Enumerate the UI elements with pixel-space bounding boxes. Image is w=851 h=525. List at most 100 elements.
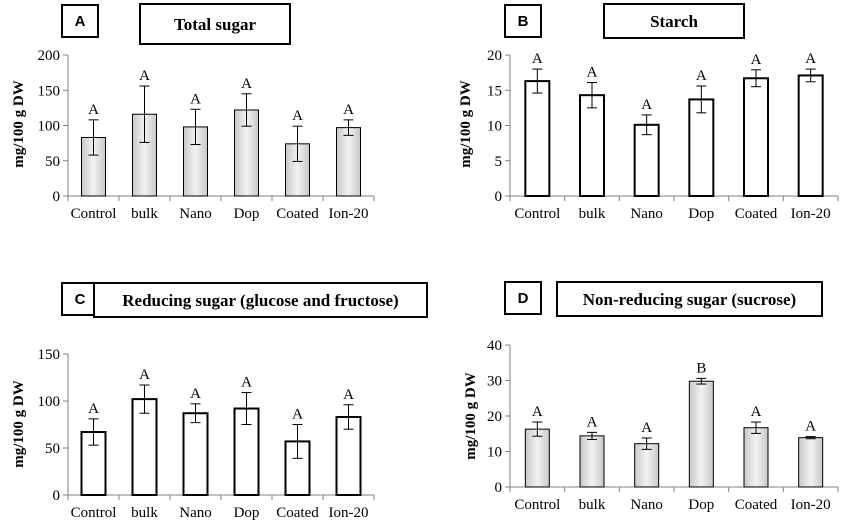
y-tick-label: 15 (487, 83, 502, 99)
significance-label: A (292, 407, 303, 423)
bar-nano (182, 412, 209, 496)
y-tick-label: 20 (487, 48, 502, 64)
chart-title: Non-reducing sugar (sucrose) (583, 290, 796, 309)
significance-label: A (190, 386, 201, 402)
significance-label: A (805, 51, 816, 67)
bar-nano (183, 126, 208, 197)
x-tick-label: Control (71, 206, 117, 222)
x-tick-label: Ion-20 (791, 206, 831, 222)
x-tick-label: Ion-20 (329, 206, 369, 222)
bar-dop (688, 380, 714, 488)
bar-control (524, 80, 551, 197)
chart-title: Reducing sugar (glucose and fructose) (122, 291, 398, 310)
x-tick-label: Control (514, 497, 560, 513)
bar-nano (633, 123, 660, 197)
chart-title-box (603, 3, 745, 39)
significance-label: A (532, 404, 543, 420)
panel-letter: B (518, 13, 529, 30)
x-tick-label: bulk (131, 206, 158, 222)
y-tick-label: 10 (487, 119, 502, 135)
chart-title: Starch (650, 12, 698, 31)
y-axis-label: mg/100 g DW (11, 380, 27, 468)
significance-label: A (751, 52, 762, 68)
significance-label: A (139, 367, 150, 383)
y-tick-label: 30 (487, 374, 502, 390)
y-tick-label: 10 (487, 445, 502, 461)
bar-nano (634, 443, 660, 488)
significance-label: A (587, 64, 598, 80)
y-tick-label: 100 (38, 119, 61, 135)
x-tick-label: Control (71, 505, 117, 521)
x-tick-label: Nano (179, 505, 212, 521)
significance-label: A (88, 401, 99, 417)
significance-label: A (587, 414, 598, 430)
x-tick-label: Dop (234, 505, 260, 521)
panel-letter: D (518, 290, 529, 307)
significance-label: A (88, 102, 99, 118)
x-tick-label: bulk (579, 497, 606, 513)
significance-label: A (190, 91, 201, 107)
bar-bulk (579, 94, 605, 197)
bar-ion-20 (798, 437, 824, 488)
panel-letter-box (504, 4, 542, 38)
x-tick-label: Ion-20 (329, 505, 369, 521)
panel-letter-box (504, 281, 542, 315)
y-tick-label: 0 (53, 488, 61, 504)
y-tick-label: 50 (45, 154, 60, 170)
bar-coated (743, 427, 769, 488)
significance-label: A (139, 68, 150, 84)
chart-title: Total sugar (174, 15, 256, 34)
panel-letter: C (75, 291, 86, 308)
y-tick-label: 150 (38, 83, 61, 99)
x-tick-label: Coated (735, 497, 778, 513)
x-tick-label: Coated (735, 206, 778, 222)
y-axis-label: mg/100 g DW (463, 372, 479, 460)
y-tick-label: 0 (495, 480, 503, 496)
bar-control (524, 428, 550, 488)
x-tick-label: bulk (131, 505, 158, 521)
chart-panel-a: A Total sugar mg/100 g DW 0 50 100 150 200 A Cont… (11, 3, 375, 222)
y-tick-label: 200 (38, 48, 61, 64)
significance-label: A (751, 404, 762, 420)
y-tick-label: 20 (487, 409, 502, 425)
x-tick-label: Coated (276, 206, 319, 222)
significance-label: A (641, 420, 652, 436)
y-axis-label: mg/100 g DW (11, 80, 27, 168)
significance-label: A (343, 102, 354, 118)
bar-coated (743, 77, 769, 197)
x-tick-label: Dop (234, 206, 260, 222)
bar-control (81, 136, 106, 197)
y-tick-label: 0 (495, 189, 503, 205)
bar-ion-20 (336, 127, 361, 197)
y-tick-label: 100 (38, 394, 61, 410)
significance-label: A (696, 68, 707, 84)
x-tick-label: Coated (276, 505, 319, 521)
significance-label: B (696, 360, 706, 376)
y-axis-label: mg/100 g DW (458, 80, 474, 168)
chart-panel-c: C Reducing sugar (glucose and fructose) mg… (11, 282, 428, 521)
x-tick-label: bulk (579, 206, 606, 222)
significance-label: A (241, 76, 252, 92)
significance-label: A (241, 375, 252, 391)
chart-title-box (556, 281, 823, 317)
y-tick-label: 40 (487, 338, 502, 354)
x-tick-label: Ion-20 (791, 497, 831, 513)
x-tick-label: Control (514, 206, 560, 222)
panel-letter: A (75, 13, 86, 30)
significance-label: A (641, 97, 652, 113)
significance-label: A (292, 108, 303, 124)
chart-panel-d: D Non-reducing sugar (sucrose) mg/100 g DW… (463, 281, 839, 513)
panel-letter-box (61, 4, 99, 38)
bar-dop (688, 98, 715, 197)
significance-label: A (343, 387, 354, 403)
y-tick-label: 0 (53, 189, 61, 205)
y-tick-label: 150 (38, 347, 61, 363)
x-tick-label: Dop (688, 206, 714, 222)
x-tick-label: Dop (688, 497, 714, 513)
chart-title-box (93, 282, 428, 318)
significance-label: A (532, 51, 543, 67)
bar-ion-20 (797, 74, 824, 197)
bar-bulk (579, 435, 605, 488)
bar-bulk (131, 398, 158, 496)
